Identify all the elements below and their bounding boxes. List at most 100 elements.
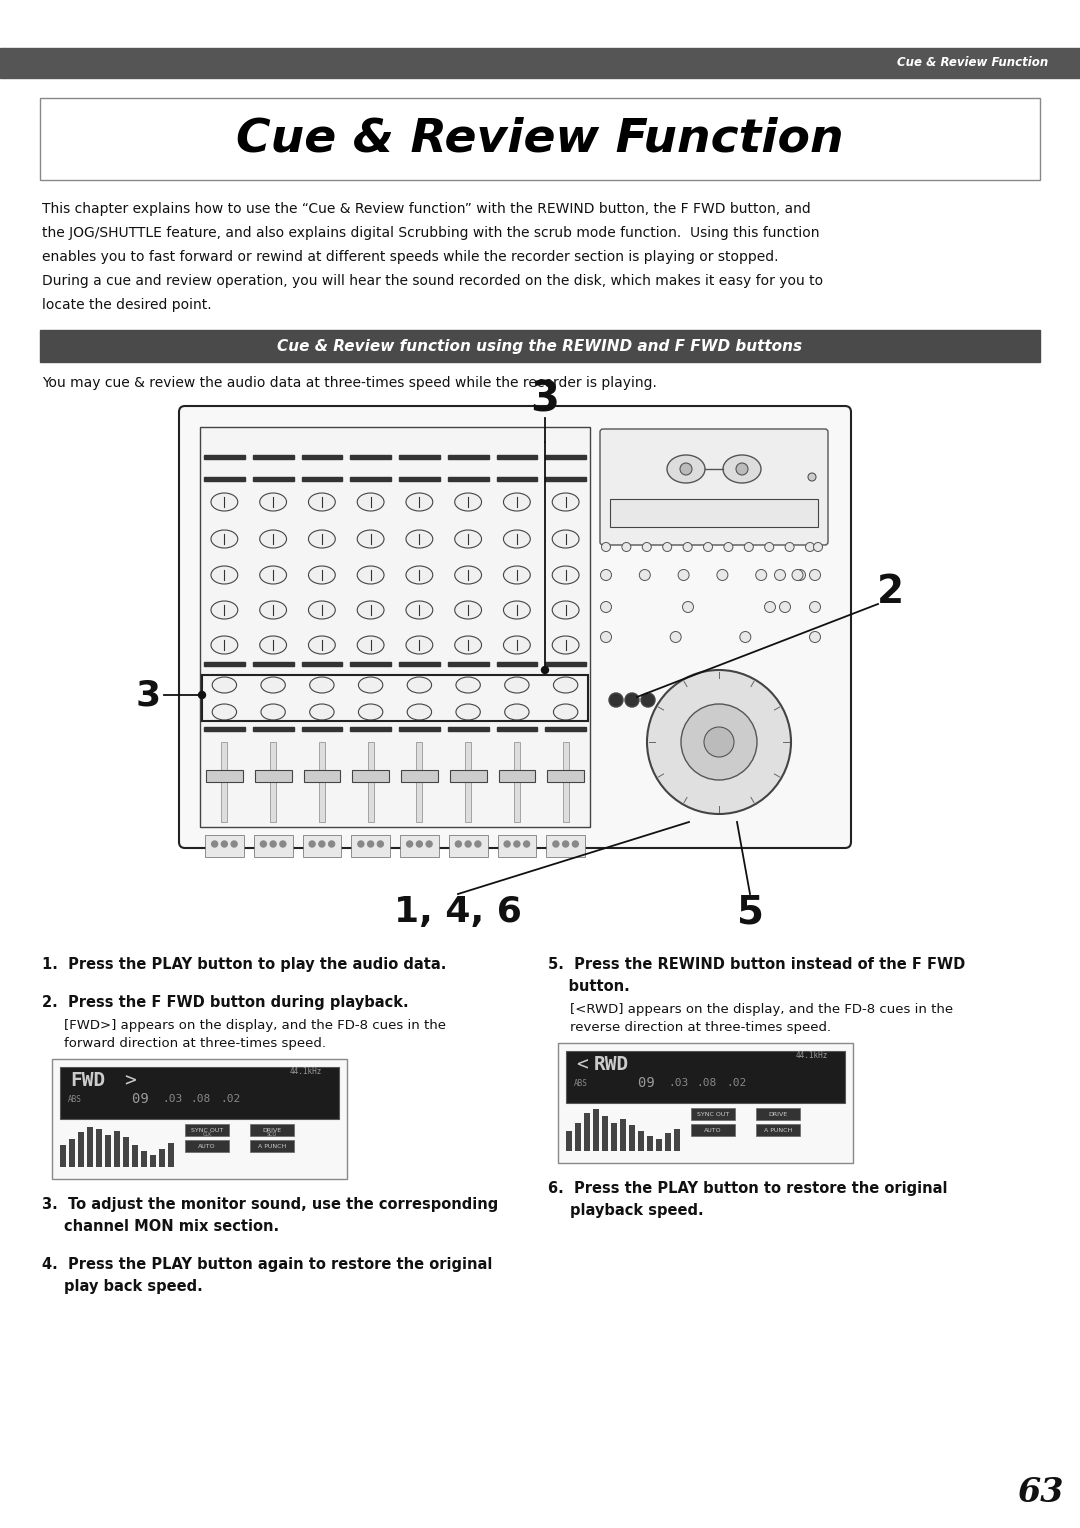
Text: 2.  Press the F FWD button during playback.: 2. Press the F FWD button during playbac…: [42, 995, 408, 1010]
Bar: [319, 743, 325, 822]
Text: RWD: RWD: [594, 1056, 630, 1074]
Bar: [400, 834, 438, 857]
Ellipse shape: [211, 601, 238, 619]
Circle shape: [212, 840, 218, 847]
Circle shape: [795, 570, 806, 581]
Text: 5: 5: [737, 892, 764, 931]
Ellipse shape: [455, 565, 482, 584]
Bar: [620, 1118, 626, 1151]
Ellipse shape: [357, 494, 384, 510]
Bar: [168, 1143, 174, 1167]
Circle shape: [602, 542, 610, 552]
Ellipse shape: [406, 494, 433, 510]
Bar: [303, 770, 340, 782]
Bar: [566, 1051, 845, 1103]
Ellipse shape: [259, 530, 286, 549]
Text: 1, 4, 6: 1, 4, 6: [394, 895, 522, 929]
Circle shape: [785, 542, 794, 552]
Text: [FWD>] appears on the display, and the FD-8 cues in the: [FWD>] appears on the display, and the F…: [64, 1019, 446, 1031]
Circle shape: [744, 542, 754, 552]
Bar: [301, 477, 342, 481]
Ellipse shape: [503, 601, 530, 619]
Ellipse shape: [503, 565, 530, 584]
Circle shape: [309, 840, 315, 847]
Bar: [105, 1135, 111, 1167]
Circle shape: [600, 602, 611, 613]
Bar: [254, 834, 293, 857]
Text: FWD: FWD: [70, 1071, 105, 1091]
Text: AUTO: AUTO: [199, 1143, 216, 1149]
Ellipse shape: [357, 601, 384, 619]
Ellipse shape: [357, 636, 384, 654]
Text: SCO: SCO: [267, 1132, 278, 1137]
Ellipse shape: [406, 530, 433, 549]
Text: forward direction at three-times speed.: forward direction at three-times speed.: [64, 1038, 326, 1050]
Text: 5.  Press the REWIND button instead of the F FWD: 5. Press the REWIND button instead of th…: [548, 957, 966, 972]
Bar: [756, 1108, 800, 1120]
Text: 63: 63: [1016, 1476, 1063, 1508]
Text: .03: .03: [162, 1094, 183, 1105]
Bar: [499, 770, 536, 782]
Bar: [301, 727, 342, 730]
Circle shape: [765, 602, 775, 613]
Ellipse shape: [261, 704, 285, 720]
Bar: [206, 770, 243, 782]
FancyBboxPatch shape: [179, 406, 851, 848]
Circle shape: [514, 840, 519, 847]
Circle shape: [765, 542, 773, 552]
Ellipse shape: [503, 494, 530, 510]
Text: 1.  Press the PLAY button to play the audio data.: 1. Press the PLAY button to play the aud…: [42, 957, 446, 972]
Ellipse shape: [259, 565, 286, 584]
Bar: [584, 1112, 590, 1151]
Ellipse shape: [309, 494, 335, 510]
Bar: [545, 662, 586, 666]
Bar: [449, 770, 486, 782]
Bar: [114, 1131, 120, 1167]
Bar: [255, 770, 292, 782]
Ellipse shape: [553, 677, 578, 694]
Circle shape: [280, 840, 286, 847]
Ellipse shape: [723, 455, 761, 483]
Bar: [123, 1137, 129, 1167]
Ellipse shape: [407, 704, 432, 720]
Bar: [69, 1138, 75, 1167]
Bar: [253, 477, 294, 481]
Bar: [638, 1131, 644, 1151]
Bar: [575, 1123, 581, 1151]
Ellipse shape: [261, 677, 285, 694]
Circle shape: [600, 631, 611, 642]
Circle shape: [717, 570, 728, 581]
Bar: [558, 1044, 853, 1163]
Bar: [350, 477, 391, 481]
Ellipse shape: [212, 677, 237, 694]
Circle shape: [704, 727, 734, 756]
Bar: [350, 455, 391, 458]
Text: 44.1kHz: 44.1kHz: [796, 1051, 828, 1059]
Circle shape: [810, 631, 821, 642]
Ellipse shape: [309, 565, 335, 584]
Ellipse shape: [552, 494, 579, 510]
Circle shape: [572, 840, 579, 847]
Ellipse shape: [406, 636, 433, 654]
Ellipse shape: [309, 530, 335, 549]
Circle shape: [221, 840, 228, 847]
Bar: [498, 834, 537, 857]
Ellipse shape: [359, 677, 382, 694]
Text: You may cue & review the audio data at three-times speed while the recorder is p: You may cue & review the audio data at t…: [42, 376, 657, 390]
Circle shape: [427, 840, 432, 847]
Bar: [401, 770, 437, 782]
Bar: [159, 1149, 165, 1167]
Text: Cue & Review function using the REWIND and F FWD buttons: Cue & Review function using the REWIND a…: [278, 339, 802, 353]
Ellipse shape: [212, 704, 237, 720]
Text: >: >: [124, 1071, 136, 1091]
Bar: [40, 98, 1040, 180]
Text: button.: button.: [548, 979, 630, 995]
Bar: [611, 1123, 617, 1151]
Text: reverse direction at three-times speed.: reverse direction at three-times speed.: [570, 1021, 832, 1034]
Ellipse shape: [504, 704, 529, 720]
Ellipse shape: [211, 636, 238, 654]
Bar: [141, 1151, 147, 1167]
Bar: [497, 662, 537, 666]
Ellipse shape: [310, 677, 334, 694]
Text: playback speed.: playback speed.: [570, 1203, 704, 1218]
